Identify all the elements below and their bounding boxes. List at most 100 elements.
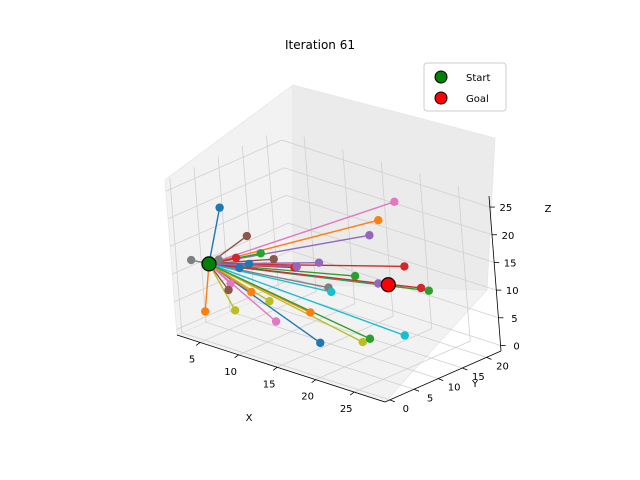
y-tick-label: 5 — [427, 393, 433, 404]
x-gridline — [354, 186, 471, 393]
z-tick-label: 15 — [504, 258, 517, 269]
tree-node — [327, 287, 336, 297]
tree-node — [306, 308, 315, 317]
tree-node — [424, 286, 434, 295]
tree-node — [231, 253, 241, 263]
z-gridline — [165, 139, 490, 208]
tree-node — [316, 338, 325, 348]
x-tick-label: 25 — [340, 404, 353, 415]
back-pane — [292, 84, 496, 291]
y-tick-label: 10 — [448, 383, 461, 394]
tree-edge — [204, 263, 210, 312]
tree-edge — [208, 263, 236, 311]
tree-node — [186, 255, 196, 265]
z-tick-label: 5 — [511, 314, 517, 325]
tree-edge — [208, 207, 221, 264]
tree-points — [186, 197, 434, 348]
y-tick — [438, 378, 444, 381]
z-gridline — [169, 195, 495, 263]
x-tick-label: 5 — [189, 354, 195, 365]
chart-title: Iteration 61 — [285, 38, 355, 52]
y-gridline — [193, 167, 415, 390]
y-tick-label: 20 — [496, 361, 509, 372]
tree-edge — [208, 263, 371, 340]
tree-node — [215, 203, 224, 212]
legend: Start Goal — [423, 62, 507, 112]
tree-node — [200, 307, 210, 316]
y-tick — [462, 367, 468, 371]
tree-edge — [208, 263, 406, 337]
x-tick-label: 20 — [301, 392, 314, 403]
tree-node — [416, 283, 426, 293]
x-axis-label: X — [246, 413, 253, 424]
tree-node — [400, 331, 409, 340]
legend-goal-label: Goal — [466, 94, 489, 105]
tree-node — [242, 231, 252, 241]
axes: 5 10 15 20 25 0 5 10 15 20 0 5 10 15 20 25 — [176, 195, 520, 415]
z-gridline — [167, 167, 493, 236]
tree-node — [365, 231, 374, 240]
x-gridline — [276, 161, 394, 368]
tree-edge — [208, 263, 332, 293]
start-marker — [201, 256, 217, 272]
tree-node — [265, 297, 274, 306]
y-tick-label: 15 — [472, 372, 485, 383]
x-tick-label: 15 — [263, 379, 276, 390]
tree-edge — [208, 201, 395, 265]
x-gridline — [199, 136, 317, 343]
x-tick — [195, 342, 201, 346]
tree-node — [269, 254, 278, 264]
y-gridline — [169, 177, 390, 401]
tree-node — [400, 262, 409, 271]
y-gridline — [241, 145, 463, 369]
x-gridline — [315, 173, 433, 381]
tree-node — [247, 287, 256, 297]
y-axis-label: Y — [471, 379, 479, 390]
z-tick-label: 25 — [499, 203, 512, 214]
z-tick-label: 20 — [502, 231, 515, 242]
tree-edge — [208, 263, 321, 344]
x-tick — [311, 379, 316, 383]
legend-box — [423, 62, 507, 112]
y-tick — [413, 388, 420, 392]
tree-node — [256, 249, 265, 258]
tree-node — [390, 197, 399, 207]
x-tick-label: 10 — [224, 367, 237, 378]
tree-node — [350, 271, 360, 281]
tree-node — [373, 279, 383, 288]
tree-node — [224, 285, 233, 295]
goal-marker — [380, 277, 396, 293]
tree-node — [244, 259, 254, 269]
tree-node — [214, 255, 223, 264]
tree-node — [226, 279, 235, 288]
tree-edge — [208, 263, 252, 293]
y-tick — [486, 357, 492, 360]
tree-node — [358, 337, 367, 347]
x-tick — [349, 391, 355, 396]
x-tick — [272, 366, 278, 371]
z-axis-line — [488, 195, 502, 352]
z-gridline — [174, 250, 499, 319]
z-gridline — [176, 278, 501, 346]
tree-node — [271, 317, 281, 326]
z-axis-label: Z — [545, 204, 552, 215]
tree-node — [235, 263, 244, 273]
x-tick — [234, 354, 239, 359]
legend-start-label: Start — [466, 73, 491, 84]
tree-node — [374, 216, 383, 225]
legend-goal-marker — [434, 91, 448, 105]
z-tick-label: 10 — [506, 286, 519, 297]
tree-edge — [208, 263, 356, 277]
y-tick — [389, 399, 395, 403]
tree-node — [230, 306, 240, 315]
x-gridline — [238, 148, 356, 356]
z-tick-label: 0 — [513, 341, 519, 352]
tree-node — [365, 334, 375, 343]
y-tick-label: 0 — [403, 404, 409, 415]
y-gridline — [266, 135, 487, 358]
x-axis-line — [176, 334, 386, 403]
tree-node — [314, 258, 324, 267]
legend-start-marker — [434, 70, 448, 84]
tree-edge — [208, 263, 277, 323]
